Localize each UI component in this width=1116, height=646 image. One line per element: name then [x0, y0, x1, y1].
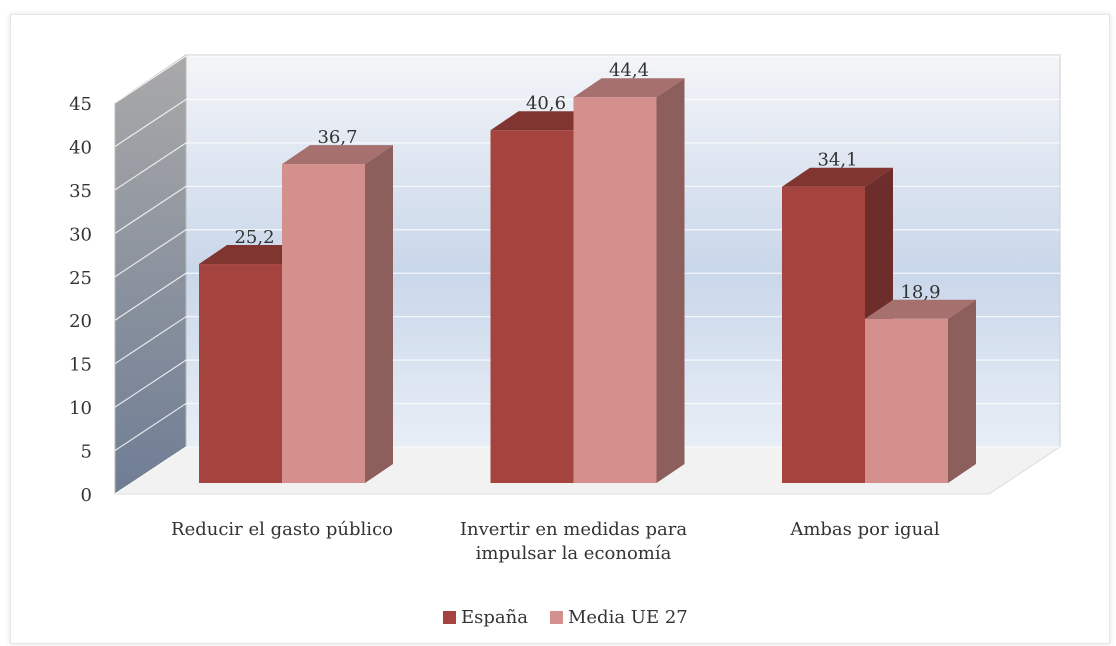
grid-line: [114, 185, 1060, 234]
data-label: 44,4: [609, 60, 649, 81]
bar-top: [782, 167, 893, 187]
y-tick-label: 35: [69, 181, 92, 202]
bar: [573, 97, 657, 484]
y-tick-label: 20: [69, 311, 92, 332]
data-label: 25,2: [234, 227, 274, 248]
bar: [865, 318, 948, 483]
y-tick-label: 45: [69, 94, 92, 115]
y-tick-label: 30: [69, 224, 92, 245]
grid-line: [114, 142, 1060, 191]
bar-top: [865, 299, 976, 319]
data-label: 36,7: [317, 127, 357, 148]
legend-swatch: [443, 611, 456, 624]
bar-top: [573, 78, 685, 98]
bar: [199, 264, 282, 483]
bar-side: [948, 299, 976, 483]
grid-line: [114, 272, 1060, 321]
legend-swatch: [549, 611, 563, 624]
y-tick-label: 15: [69, 355, 92, 376]
bar: [282, 164, 365, 483]
bar-side: [656, 78, 685, 484]
grid-line: [114, 98, 1060, 147]
y-tick-label: 5: [81, 442, 92, 463]
grid-line: [114, 316, 1060, 365]
legend-label: España: [461, 607, 528, 628]
y-tick-label: 25: [69, 268, 92, 289]
x-tick-label: Ambas por igual: [790, 519, 940, 540]
side-wall: [114, 54, 187, 495]
data-label: 40,6: [526, 93, 566, 114]
grid-line: [114, 359, 1060, 408]
bar: [782, 186, 865, 483]
bar-top: [282, 145, 393, 165]
grid-line: [114, 446, 1060, 495]
y-tick-label: 40: [69, 137, 92, 158]
x-tick-label: Reducir el gasto público: [171, 519, 393, 540]
y-tick-label: 10: [69, 398, 92, 419]
data-label: 18,9: [900, 282, 940, 303]
legend-label: Media UE 27: [568, 607, 688, 628]
y-tick-label: 0: [81, 485, 92, 506]
bar: [490, 130, 574, 483]
x-tick-label: Invertir en medidas para impulsar la eco…: [459, 519, 688, 564]
grid-line: [114, 229, 1060, 278]
data-label: 34,1: [817, 150, 857, 171]
grid-line: [114, 402, 1060, 452]
bar-side: [365, 145, 393, 483]
grid-line: [114, 55, 1060, 104]
